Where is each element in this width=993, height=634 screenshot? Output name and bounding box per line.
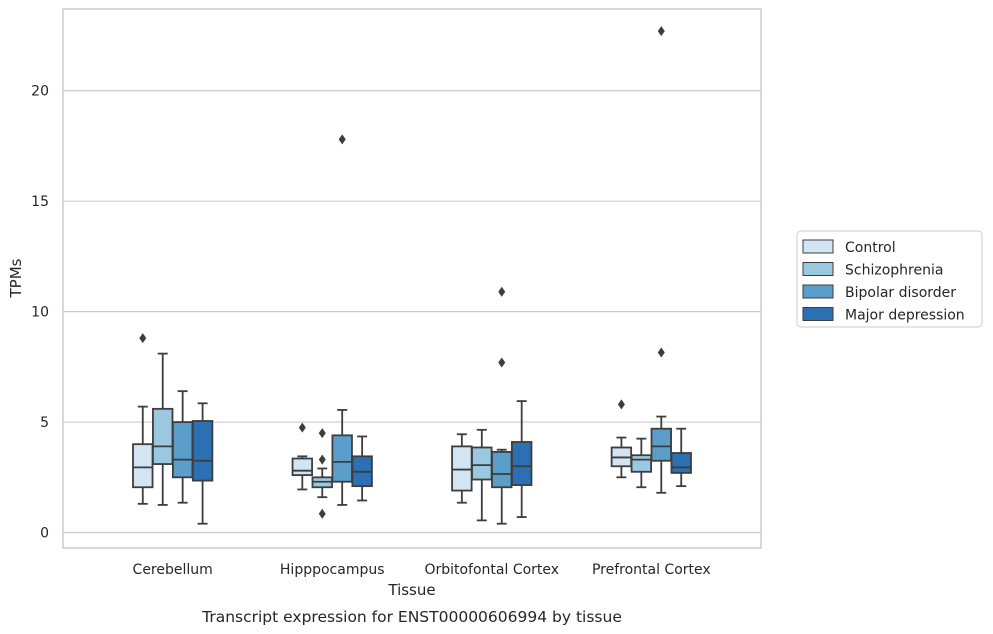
y-tick-label: 0 <box>40 526 49 542</box>
iqr-box <box>132 443 154 489</box>
box-0-1 <box>152 352 174 506</box>
y-axis-label: TPMs <box>7 258 25 298</box>
x-tick-label: Prefrontal Cortex <box>592 562 711 578</box>
legend-label: Schizophrenia <box>845 263 943 279</box>
iqr-box <box>670 452 692 474</box>
legend-swatch <box>802 262 834 276</box>
box-2-0 <box>451 433 473 504</box>
legend-label: Control <box>845 240 896 256</box>
legend-frame <box>796 230 983 328</box>
box-0-2 <box>171 390 194 504</box>
outlier-point <box>318 428 326 439</box>
y-tick-label: 5 <box>40 415 49 431</box>
outlier-point <box>617 399 625 410</box>
box-0-0 <box>132 333 154 505</box>
box-layer <box>132 26 692 525</box>
outlier-point <box>139 333 147 344</box>
box-1-1 <box>311 428 333 519</box>
box-2-1 <box>471 428 493 522</box>
legend-swatch <box>802 284 834 299</box>
axes-layer: 0 5 10 15 20 Cerebellum Hipppocampus Orbitofont… <box>31 8 762 578</box>
outlier-point <box>498 286 506 297</box>
box-1-2 <box>331 134 353 506</box>
outlier-point <box>318 454 326 465</box>
legend: Control Schizophrenia Bipolar disorder Majo… <box>796 230 983 328</box>
grid-lines <box>63 90 761 534</box>
iqr-box <box>511 441 533 486</box>
x-axis-label: Tissue <box>387 581 435 599</box>
outlier-point <box>657 26 665 37</box>
iqr-box <box>630 454 653 473</box>
y-tick-label: 10 <box>31 305 49 321</box>
box-3-1 <box>630 437 653 489</box>
box-3-3 <box>670 427 692 488</box>
iqr-box <box>451 445 473 492</box>
x-tick-label: Cerebellum <box>133 562 213 578</box>
outlier-point <box>338 134 346 145</box>
legend-label: Bipolar disorder <box>845 285 956 301</box>
box-1-0 <box>291 422 313 491</box>
box-3-0 <box>610 399 633 479</box>
iqr-box <box>650 427 672 462</box>
chart-caption: Transcript expression for ENST0000060699… <box>201 608 622 626</box>
iqr-box <box>471 446 493 481</box>
outlier-point <box>498 357 506 368</box>
box-0-3 <box>191 402 214 525</box>
iqr-box <box>291 457 313 477</box>
iqr-box <box>152 407 174 465</box>
x-tick-label: Hipppocampus <box>280 562 385 578</box>
box-2-2 <box>491 286 513 525</box>
iqr-box <box>331 434 353 483</box>
x-tick-label: Orbitofontal Cortex <box>424 562 559 578</box>
legend-swatch <box>802 307 834 321</box>
legend-swatch <box>802 239 834 254</box>
iqr-box <box>171 421 194 479</box>
legend-label: Major depression <box>845 308 965 324</box>
iqr-box <box>191 420 214 482</box>
box-3-2 <box>650 26 672 494</box>
outlier-point <box>298 422 306 433</box>
outlier-point <box>318 508 326 519</box>
plot-frame <box>62 8 762 549</box>
box-1-3 <box>351 435 373 502</box>
y-tick-label: 20 <box>31 84 49 100</box>
outlier-point <box>657 347 665 358</box>
box-2-3 <box>511 400 533 518</box>
y-tick-label: 15 <box>31 194 49 210</box>
iqr-box <box>491 451 513 489</box>
